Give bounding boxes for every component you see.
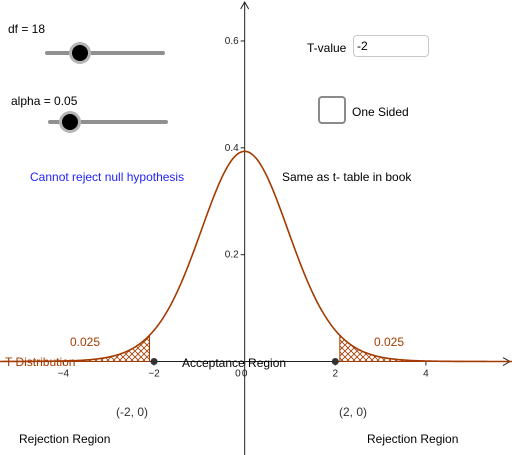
- alpha-slider-label: alpha = 0.05: [11, 94, 78, 108]
- left-tail-area-label: 0.025: [70, 335, 101, 349]
- x-tick-label: −4: [58, 369, 70, 380]
- point-right: [331, 358, 339, 366]
- alpha-slider-track[interactable]: [48, 120, 168, 124]
- point-label-left: (-2, 0): [116, 405, 149, 419]
- y-tick-label: 0.6: [225, 36, 239, 47]
- point-label-right: (2, 0): [339, 405, 368, 419]
- df-slider-track[interactable]: [45, 51, 165, 55]
- y-tick-label: 0.2: [225, 250, 239, 261]
- x-tick-label: 4: [423, 369, 429, 380]
- x-tick-label: 0: [242, 369, 248, 380]
- df-slider-label: df = 18: [8, 22, 46, 36]
- t-table-note: Same as t- table in book: [282, 170, 412, 184]
- x-tick-label: 2: [333, 369, 339, 380]
- one-sided-label: One Sided: [352, 105, 409, 119]
- series-label: T Distribution: [5, 355, 76, 369]
- acceptance-region-label: Acceptance Region: [182, 356, 287, 370]
- hypothesis-status-text: Cannot reject null hypothesis: [30, 170, 185, 184]
- point-left: [150, 358, 158, 366]
- right-tail-area-label: 0.025: [374, 335, 405, 349]
- y-axis-arrow: [240, 0, 250, 10]
- tvalue-label: T-value: [307, 41, 347, 55]
- one-sided-checkbox[interactable]: [318, 96, 346, 124]
- x-tick-label: −2: [148, 369, 160, 380]
- rejection-region-right-label: Rejection Region: [367, 432, 459, 446]
- origin-label: 0: [235, 369, 241, 380]
- right-rejection-area: [339, 334, 512, 363]
- df-slider-handle[interactable]: [72, 45, 89, 61]
- rejection-region-left-label: Rejection Region: [19, 432, 111, 446]
- alpha-slider-handle[interactable]: [62, 114, 79, 130]
- df-slider[interactable]: [45, 45, 165, 61]
- y-tick-label: 0.4: [225, 143, 239, 154]
- t-distribution-curve: [0, 150, 512, 363]
- tvalue-input[interactable]: [353, 35, 429, 57]
- alpha-slider[interactable]: [48, 114, 168, 130]
